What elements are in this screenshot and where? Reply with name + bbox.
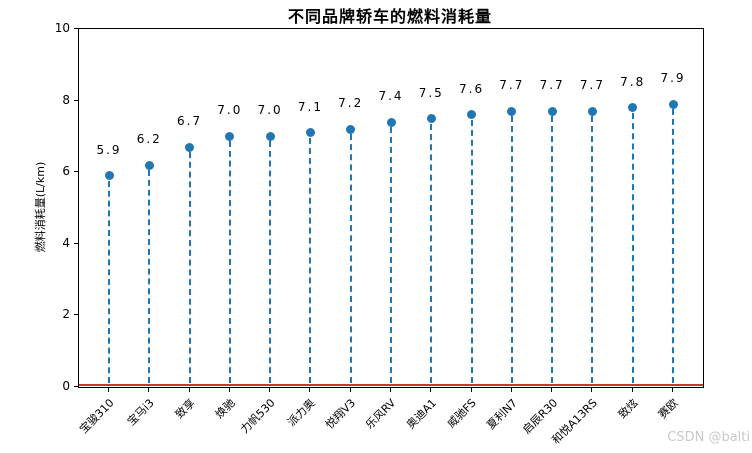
x-axis-tick — [430, 388, 432, 392]
x-tick-label: 派力奥 — [285, 396, 319, 429]
stem-line — [349, 134, 352, 383]
x-axis-tick — [470, 388, 472, 392]
data-point-marker — [547, 106, 557, 116]
y-tick-label: 6 — [62, 164, 70, 179]
stem-baseline — [79, 384, 703, 386]
value-label: 7.0 — [217, 103, 243, 118]
stem-line — [430, 123, 433, 383]
data-point-marker — [104, 171, 114, 181]
x-axis-tick — [228, 388, 230, 392]
x-axis-tick — [148, 388, 150, 392]
value-label: 7.7 — [499, 78, 525, 93]
data-point-marker — [265, 131, 275, 141]
x-tick-label: 奥迪A1 — [403, 396, 439, 432]
x-tick-label: 威驰FS — [445, 396, 480, 431]
x-axis-tick — [510, 388, 512, 392]
data-point-marker — [144, 160, 154, 170]
data-point-marker — [305, 128, 315, 138]
stem-line — [672, 109, 674, 383]
x-tick-label: 致炫 — [615, 396, 641, 422]
stem-line — [269, 141, 272, 383]
stem-line — [188, 152, 191, 383]
y-tick-label: 2 — [62, 307, 70, 322]
stem-line — [591, 116, 594, 383]
y-tick-label: 8 — [62, 92, 70, 107]
value-label: 7.6 — [459, 81, 485, 96]
stem-line — [228, 141, 231, 383]
stem-line — [510, 116, 513, 383]
data-point-marker — [628, 103, 638, 113]
value-label: 6.7 — [177, 114, 203, 129]
x-tick-label: 力帆530 — [238, 396, 278, 437]
value-label: 7.9 — [660, 71, 686, 86]
y-axis-tick — [74, 386, 78, 387]
y-axis-tick — [74, 99, 78, 101]
y-tick-label: 0 — [62, 379, 70, 393]
stem-line — [148, 170, 151, 383]
x-axis-tick — [269, 388, 271, 392]
x-axis-tick — [309, 388, 311, 392]
data-point-marker — [507, 106, 517, 116]
x-axis-tick — [551, 388, 553, 392]
x-tick-label: 宝骏310 — [77, 396, 117, 437]
data-point-marker — [668, 99, 678, 109]
plot-area: 5.9 6.2 6.7 7.0 7.0 7.1 7.2 7.4 7.5 7.6 7.7 7.7 7.7 7… — [78, 28, 704, 388]
value-label: 6.2 — [136, 132, 162, 147]
x-tick-label: 悦翔V3 — [323, 396, 359, 432]
y-tick-label: 10 — [54, 21, 70, 35]
x-tick-label: 夏利N7 — [483, 396, 520, 432]
stem-line — [390, 127, 392, 383]
y-axis-tick — [74, 171, 78, 173]
chart-title: 不同品牌轿车的燃料消耗量 — [287, 7, 492, 26]
data-point-marker — [185, 142, 195, 152]
value-label: 5.9 — [96, 142, 122, 157]
x-axis-tick — [349, 388, 351, 392]
data-point-marker — [426, 114, 436, 123]
x-tick-label: 乐风RV — [363, 396, 399, 432]
value-label: 7.7 — [539, 78, 565, 93]
watermark: CSDN @balti — [667, 430, 750, 445]
data-point-marker — [467, 110, 477, 120]
data-point-marker — [346, 124, 356, 134]
value-label: 7.1 — [297, 99, 323, 114]
stem-line — [309, 137, 312, 383]
x-axis-tick — [672, 388, 673, 392]
x-tick-label: 焕驰 — [212, 396, 238, 422]
stem-line — [470, 119, 473, 383]
x-axis-tick — [188, 388, 190, 392]
y-tick-label: 4 — [62, 235, 70, 250]
value-label: 7.5 — [418, 85, 444, 100]
data-point-marker — [386, 117, 396, 127]
stem-line — [108, 180, 110, 383]
x-axis-tick — [591, 388, 593, 392]
data-point-marker — [225, 131, 235, 141]
x-tick-label: 致享 — [172, 396, 198, 422]
x-axis-tick — [390, 388, 391, 392]
value-label: 7.2 — [338, 96, 364, 111]
data-point-marker — [587, 106, 597, 116]
x-tick-label: 赛欧 — [655, 396, 681, 422]
x-tick-label: 宝马i3 — [125, 396, 157, 429]
x-axis-tick — [108, 388, 109, 392]
x-axis-tick — [631, 388, 633, 392]
y-axis-tick — [74, 242, 78, 244]
value-label: 7.0 — [257, 103, 283, 118]
value-label: 7.4 — [378, 89, 404, 104]
y-axis-tick — [74, 28, 78, 29]
stem-line — [551, 116, 554, 383]
value-label: 7.8 — [620, 74, 646, 89]
y-axis-tick — [74, 314, 78, 316]
value-label: 7.7 — [579, 78, 605, 93]
stem-line — [631, 112, 634, 383]
